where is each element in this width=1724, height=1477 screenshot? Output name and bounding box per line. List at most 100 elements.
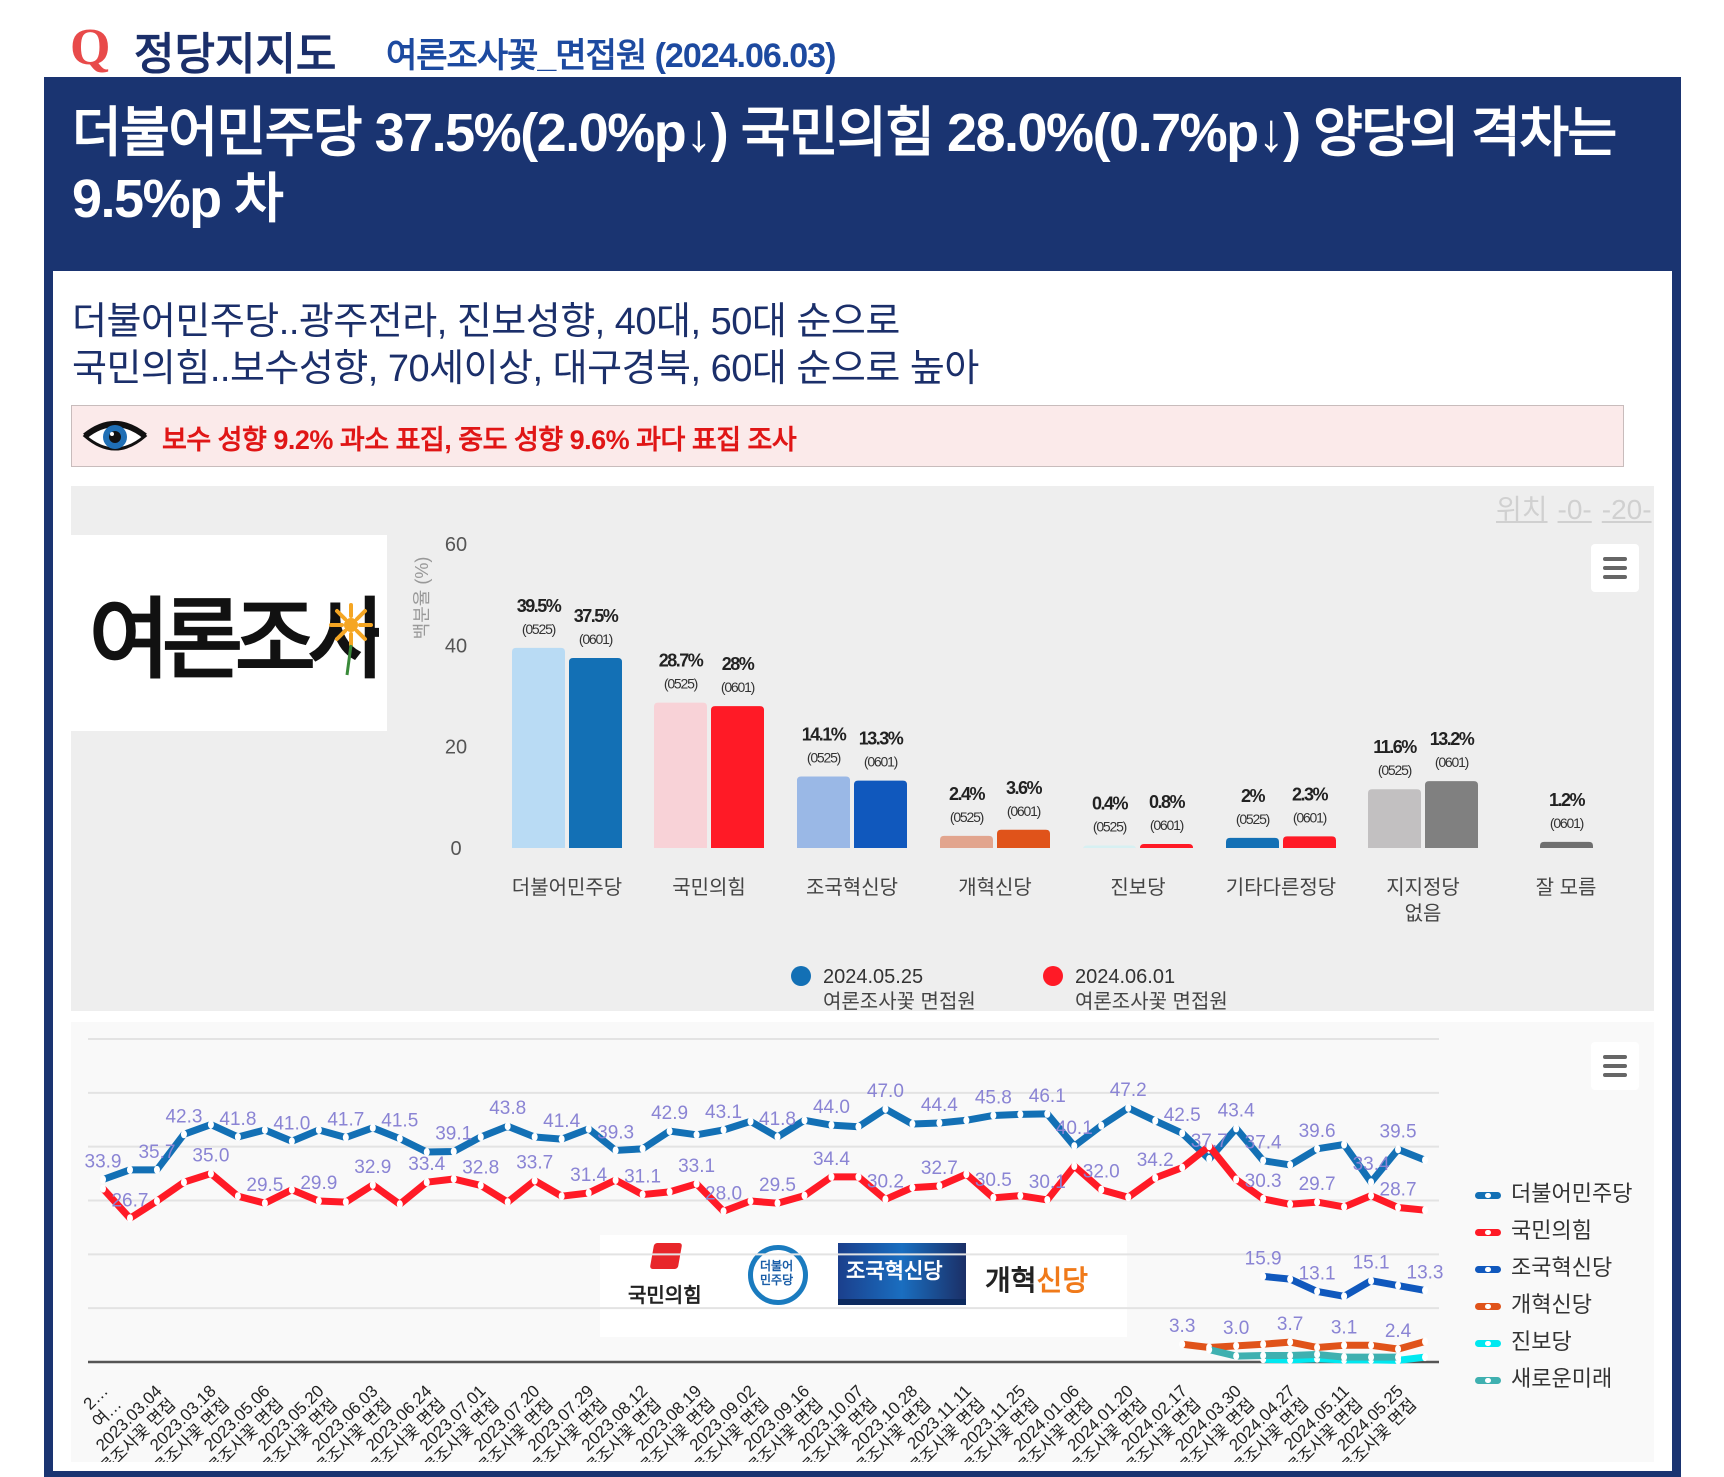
data-point[interactable] <box>801 1116 808 1125</box>
legend-item-새로운미래[interactable]: 새로운미래 <box>1475 1361 1612 1393</box>
data-point[interactable] <box>1260 1156 1267 1165</box>
data-point[interactable] <box>882 1195 889 1204</box>
data-point[interactable] <box>585 1188 592 1197</box>
data-point[interactable] <box>1044 1195 1051 1204</box>
data-point[interactable] <box>1368 1191 1375 1200</box>
data-point[interactable] <box>1341 1292 1348 1301</box>
bar-2024.05.25[interactable] <box>797 776 850 848</box>
data-point[interactable] <box>1314 1343 1321 1352</box>
data-point[interactable] <box>207 1169 214 1178</box>
data-point[interactable] <box>1260 1194 1267 1203</box>
data-point[interactable] <box>1098 1185 1105 1194</box>
data-point[interactable] <box>207 1120 214 1129</box>
data-point[interactable] <box>1206 1155 1213 1164</box>
data-point[interactable] <box>450 1147 457 1156</box>
data-point[interactable] <box>747 1117 754 1126</box>
data-point[interactable] <box>288 1137 295 1146</box>
legend-item-조국혁신당[interactable]: 조국혁신당 <box>1475 1250 1612 1282</box>
data-point[interactable] <box>288 1185 295 1194</box>
bar-2024.05.25[interactable] <box>512 647 565 848</box>
data-point[interactable] <box>1395 1145 1402 1154</box>
data-point[interactable] <box>1044 1109 1051 1118</box>
bar-2024.06.01[interactable] <box>1540 841 1593 848</box>
data-point[interactable] <box>342 1198 349 1207</box>
data-point[interactable] <box>234 1192 241 1201</box>
data-point[interactable] <box>1179 1163 1186 1172</box>
legend-item-진보당[interactable]: 진보당 <box>1475 1324 1572 1356</box>
data-point[interactable] <box>1368 1341 1375 1350</box>
data-point[interactable] <box>1260 1272 1267 1281</box>
data-point[interactable] <box>1422 1353 1429 1362</box>
data-point[interactable] <box>612 1176 619 1185</box>
data-point[interactable] <box>423 1178 430 1187</box>
data-point[interactable] <box>1152 1173 1159 1182</box>
data-point[interactable] <box>1125 1193 1132 1202</box>
data-point[interactable] <box>1287 1160 1294 1169</box>
data-point[interactable] <box>612 1146 619 1155</box>
data-point[interactable] <box>558 1192 565 1201</box>
data-point[interactable] <box>153 1165 160 1174</box>
data-point[interactable] <box>801 1191 808 1200</box>
series-line-개혁신당[interactable] <box>1181 1338 1426 1353</box>
bar-2024.06.01[interactable] <box>1140 843 1193 848</box>
data-point[interactable] <box>100 1184 106 1193</box>
data-point[interactable] <box>1368 1178 1375 1187</box>
data-point[interactable] <box>720 1125 727 1134</box>
data-point[interactable] <box>936 1181 943 1190</box>
data-point[interactable] <box>1287 1338 1294 1347</box>
position-link-20[interactable]: -20- <box>1601 494 1652 525</box>
data-point[interactable] <box>1179 1129 1186 1138</box>
series-line-새로운미래[interactable] <box>1208 1346 1399 1361</box>
data-point[interactable] <box>477 1181 484 1190</box>
data-point[interactable] <box>450 1174 457 1183</box>
data-point[interactable] <box>693 1130 700 1139</box>
data-point[interactable] <box>1179 1340 1186 1349</box>
data-point[interactable] <box>909 1183 916 1192</box>
data-point[interactable] <box>1233 1352 1240 1361</box>
data-point[interactable] <box>126 1165 133 1174</box>
data-point[interactable] <box>234 1132 241 1141</box>
bar-2024.05.25[interactable] <box>1226 837 1279 848</box>
position-link-0[interactable]: -0- <box>1557 494 1592 525</box>
data-point[interactable] <box>990 1193 997 1202</box>
data-point[interactable] <box>153 1197 160 1206</box>
legend-item-더불어민주당[interactable]: 더불어민주당 <box>1475 1176 1632 1208</box>
data-point[interactable] <box>1314 1144 1321 1153</box>
data-point[interactable] <box>396 1200 403 1209</box>
data-point[interactable] <box>126 1214 133 1223</box>
data-point[interactable] <box>1368 1276 1375 1285</box>
data-point[interactable] <box>180 1178 187 1187</box>
data-point[interactable] <box>990 1111 997 1120</box>
legend-item-개혁신당[interactable]: 개혁신당 <box>1475 1287 1592 1319</box>
data-point[interactable] <box>531 1176 538 1185</box>
data-point[interactable] <box>828 1121 835 1130</box>
data-point[interactable] <box>1233 1175 1240 1184</box>
data-point[interactable] <box>1314 1350 1321 1359</box>
data-point[interactable] <box>666 1127 673 1136</box>
data-point[interactable] <box>774 1199 781 1208</box>
data-point[interactable] <box>1125 1103 1132 1112</box>
bar-2024.06.01[interactable] <box>1425 781 1478 848</box>
data-point[interactable] <box>342 1133 349 1142</box>
data-point[interactable] <box>423 1148 430 1157</box>
legend-item-국민의힘[interactable]: 국민의힘 <box>1475 1213 1592 1245</box>
data-point[interactable] <box>1071 1162 1078 1171</box>
data-point[interactable] <box>477 1132 484 1141</box>
data-point[interactable] <box>639 1190 646 1199</box>
data-point[interactable] <box>315 1125 322 1134</box>
data-point[interactable] <box>369 1123 376 1132</box>
data-point[interactable] <box>1422 1337 1429 1346</box>
bar-2024.05.25[interactable] <box>654 702 707 848</box>
data-point[interactable] <box>1314 1198 1321 1207</box>
data-point[interactable] <box>180 1130 187 1139</box>
bar-2024.06.01[interactable] <box>569 658 622 848</box>
data-point[interactable] <box>693 1179 700 1188</box>
data-point[interactable] <box>1422 1156 1429 1165</box>
data-point[interactable] <box>1287 1200 1294 1209</box>
data-point[interactable] <box>1233 1341 1240 1350</box>
data-point[interactable] <box>909 1120 916 1129</box>
data-point[interactable] <box>1260 1340 1267 1349</box>
series-line-더불어민주당[interactable] <box>101 1104 1427 1186</box>
bar-2024.06.01[interactable] <box>711 706 764 848</box>
data-point[interactable] <box>1206 1345 1213 1354</box>
